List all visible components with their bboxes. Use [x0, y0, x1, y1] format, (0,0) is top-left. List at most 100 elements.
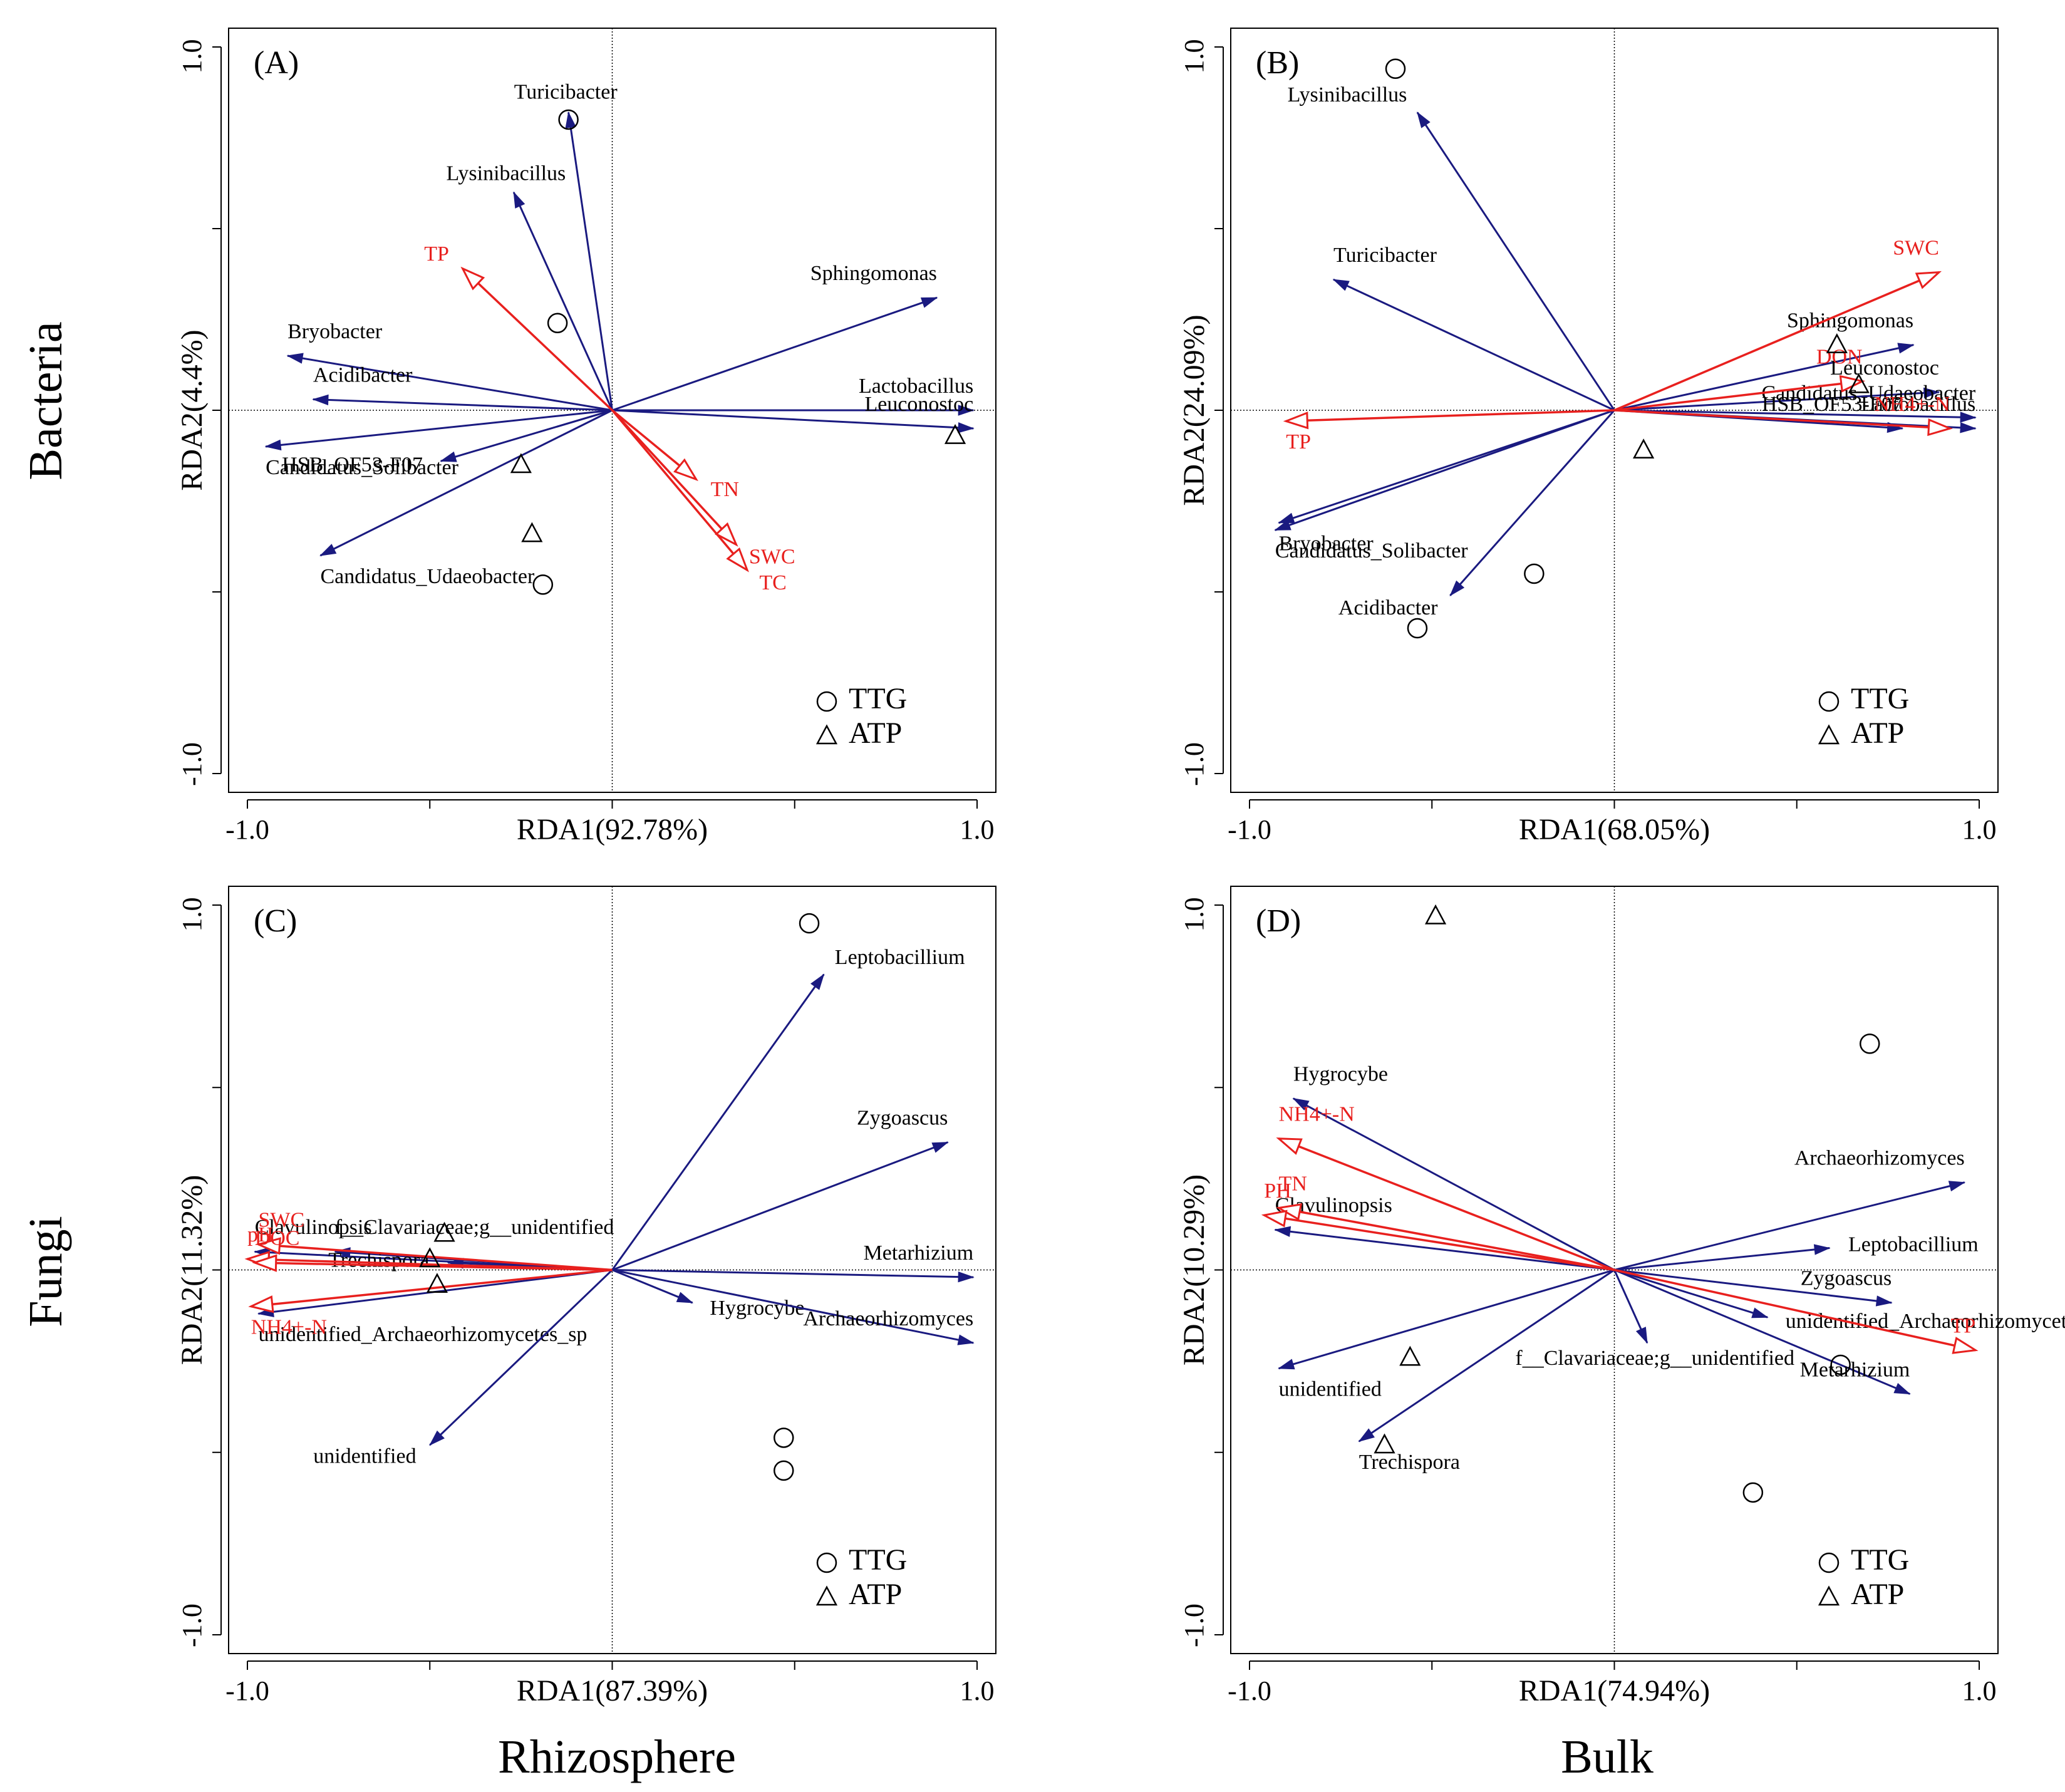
column-title-rhizosphere: Rhizosphere — [498, 1731, 736, 1783]
sample-point-atp — [521, 522, 543, 542]
legend-label-ttg: TTG — [849, 1543, 907, 1577]
species-arrow-acidibacter — [1449, 410, 1615, 596]
legend-label-atp: ATP — [849, 1578, 902, 1611]
species-arrowhead-leptobacillium — [810, 973, 825, 990]
species-arrowhead-sphingomonas — [1897, 343, 1915, 354]
species-arrowhead-archaeorhizomyces — [957, 1334, 975, 1345]
species-arrowhead-candidatus-udaeobacter — [319, 544, 337, 556]
species-arrowhead-candidatus-solibacter — [1274, 520, 1291, 531]
env-arrowhead-nh4-n — [1276, 1137, 1303, 1155]
env-arrow-swc — [1613, 271, 1940, 412]
species-arrowhead-metarhizium — [1893, 1383, 1911, 1395]
species-arrowhead-unidentified — [1278, 1359, 1295, 1370]
sample-point-ttg — [547, 313, 568, 334]
y-tick-label-max: 1.0 — [1179, 898, 1209, 932]
species-arrowhead-acidibacter — [1449, 580, 1465, 596]
sample-point-ttg — [1860, 1033, 1880, 1054]
y-tick-label-max: 1.0 — [177, 39, 207, 74]
env-arrow-nh4-n — [1614, 409, 1950, 430]
species-arrow-turicibacter — [567, 112, 613, 411]
species-label-candidatus-solibacter: Candidatus_Solibacter — [1275, 539, 1469, 562]
species-arrowhead-lysinibacillus — [1417, 111, 1431, 128]
env-label-tn: TN — [711, 478, 739, 501]
env-label-nh4-n: NH4+-N — [1874, 393, 1950, 416]
y-tick-label-min: -1.0 — [1179, 742, 1209, 786]
y-tick-label-min: -1.0 — [1179, 1603, 1209, 1647]
species-arrow-bryobacter — [287, 355, 613, 412]
env-arrowhead-swc — [715, 522, 738, 547]
species-label-unidentified-archaeorhizomycetes-sp: unidentified_Archaeorhizomycetes_sp — [1786, 1310, 2065, 1333]
x-tick-label-max: 1.0 — [1962, 814, 1997, 845]
species-arrowhead-hygrocybe — [1292, 1097, 1310, 1111]
species-label-lysinibacillus: Lysinibacillus — [1288, 83, 1407, 106]
species-label-bryobacter: Bryobacter — [1279, 532, 1374, 556]
species-arrow-archaeorhizomyces — [612, 1269, 974, 1344]
species-label-clavulinopsis: Clavulinopsis — [255, 1216, 372, 1239]
species-label-leptobacillium: Leptobacillium — [835, 946, 965, 969]
species-label-metarhizium: Metarhizium — [1800, 1358, 1910, 1381]
species-label-lactobacillus: Lactobacillus — [1861, 393, 1975, 416]
species-arrowhead-metarhizium — [958, 1271, 975, 1283]
species-arrowhead-bryobacter — [286, 353, 304, 364]
legend-label-ttg: TTG — [849, 682, 907, 715]
species-label-leptobacillium: Leptobacillium — [1848, 1233, 1979, 1256]
y-axis-title: RDA2(10.29%) — [1177, 1174, 1211, 1365]
env-arrow-tc — [611, 409, 748, 571]
legend-marker-atp — [815, 724, 838, 745]
y-tick-label-max: 1.0 — [1179, 39, 1209, 74]
species-label-candidatus-udaeobacter: Candidatus_Udaeobacter — [321, 565, 535, 588]
env-arrow-tp — [1614, 1268, 1976, 1352]
env-arrowhead-tp — [1283, 412, 1309, 430]
species-arrow-candidatus-solibacter — [1275, 409, 1615, 531]
env-arrow-swc — [611, 409, 737, 546]
species-label-zygoascus: Zygoascus — [857, 1106, 948, 1129]
env-label-nh4-n: NH4+-N — [251, 1316, 327, 1339]
panel-letter: (D) — [1256, 903, 1301, 939]
species-arrowhead-acidibacter — [312, 394, 329, 406]
legend-label-atp: ATP — [849, 717, 902, 750]
species-label-hygrocybe: Hygrocybe — [1293, 1062, 1388, 1085]
legend-marker-atp — [815, 1585, 838, 1606]
species-label-sphingomonas: Sphingomonas — [810, 262, 937, 285]
sample-point-atp — [426, 1273, 448, 1293]
env-label-swc: SWC — [259, 1208, 305, 1231]
species-label-trechispora: Trechispora — [328, 1248, 429, 1271]
species-arrowhead-zygoascus — [931, 1142, 949, 1153]
species-arrowhead-lactobacillus — [958, 405, 975, 416]
species-label-archaeorhizomyces: Archaeorhizomyces — [1794, 1146, 1965, 1169]
sample-point-ttg — [1830, 1354, 1851, 1375]
y-tick-label-max: 1.0 — [177, 898, 207, 932]
species-arrowhead-lysinibacillus — [513, 191, 525, 209]
sample-point-ttg — [1407, 618, 1428, 639]
species-label-acidibacter: Acidibacter — [1338, 596, 1438, 619]
species-label-unidentified-archaeorhizomycetes-sp: unidentified_Archaeorhizomycetes_sp — [259, 1323, 587, 1346]
env-arrowhead-ph — [1261, 1209, 1288, 1228]
legend-marker-ttg — [1818, 1552, 1840, 1573]
species-arrow-leuconostoc — [1614, 391, 1940, 412]
env-arrow-nh4-n — [251, 1268, 613, 1308]
sample-point-atp — [1424, 904, 1447, 924]
species-arrowhead-unidentified — [429, 1430, 445, 1446]
x-tick-label-max: 1.0 — [960, 1675, 995, 1706]
species-arrowhead-leuconostoc — [1923, 387, 1940, 399]
species-label-unidentified: unidentified — [1279, 1378, 1382, 1401]
env-label-nh4-n: NH4+-N — [1279, 1103, 1355, 1126]
species-label-turicibacter: Turicibacter — [1333, 244, 1437, 267]
species-label-bryobacter: Bryobacter — [287, 320, 383, 343]
species-label-lactobacillus: Lactobacillus — [859, 375, 973, 398]
env-arrow-ph — [1264, 1214, 1615, 1271]
species-label-f-clavariaceae-g-unidentified: f__Clavariaceae;g__unidentified — [335, 1216, 614, 1239]
sample-point-ttg — [799, 913, 820, 934]
species-arrow-lysinibacillus — [512, 192, 613, 411]
species-label-hsb-of53-f07: HSB_OF53-F07 — [1762, 393, 1903, 416]
species-arrow-leptobacillium — [1614, 1247, 1830, 1271]
species-arrow-hygrocybe — [1293, 1097, 1615, 1271]
x-tick-label-max: 1.0 — [1962, 1675, 1997, 1706]
sample-point-ttg — [532, 574, 554, 595]
species-arrowhead-archaeorhizomyces — [1948, 1181, 1966, 1192]
x-tick-label-min: -1.0 — [225, 1675, 269, 1706]
species-label-zygoascus: Zygoascus — [1801, 1267, 1892, 1290]
species-arrow-hsb-of53-f07 — [440, 409, 613, 462]
env-arrowhead-tp — [460, 266, 485, 291]
species-label-archaeorhizomyces: Archaeorhizomyces — [803, 1307, 973, 1330]
